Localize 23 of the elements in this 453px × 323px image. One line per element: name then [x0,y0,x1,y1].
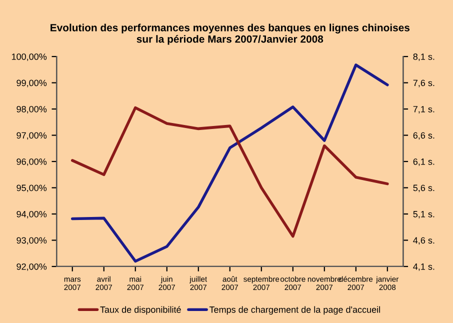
chart-title: Evolution des performances moyennes des banques en lignes chinoises sur la période Mars 2007/Janvier 2008 [50,24,410,45]
y-tick-label: 98,00% [16,106,47,114]
y2-tick-label: 5,1 s. [413,211,434,218]
y2-tick-label: 7,6 s. [413,80,434,88]
y-tick-label: 92,00% [16,263,47,271]
y-tick-label: 96,00% [16,158,47,166]
y-tick-label: 99,00% [16,80,47,88]
line-series [70,106,389,238]
y2-tick-label: 5,6 s. [413,184,434,192]
y-tick-label: 93,00% [16,237,47,245]
y-tick-label: 95,00% [16,184,47,192]
y2-tick-label: 7,1 s. [413,106,434,114]
y2-tick-label: 4,6 s. [413,237,434,245]
legend-label: Temps de chargement de la page d'accueil [209,306,380,315]
y-tick-label: 100,00% [12,53,47,61]
y-tick-label: 97,00% [16,132,47,140]
line-series [70,64,389,263]
y-tick-label: 94,00% [16,210,47,218]
y2-tick-label: 6,1 s. [413,158,434,166]
y2-tick-label: 4,1 s. [413,264,434,271]
y2-tick-label: 8,1 s. [413,53,434,61]
legend-label: Taux de disponibilité [100,306,181,315]
y2-tick-label: 6,6 s. [413,132,434,140]
